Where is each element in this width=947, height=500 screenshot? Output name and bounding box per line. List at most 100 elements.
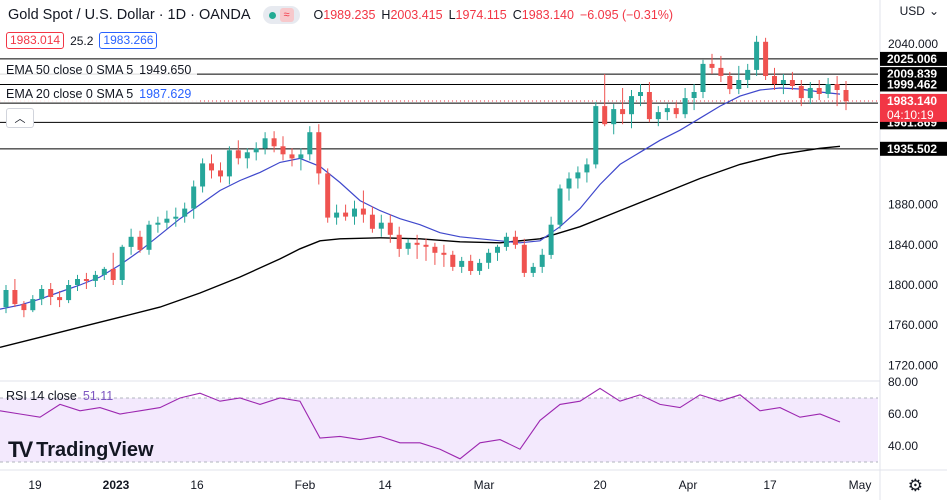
candle-body (423, 244, 429, 247)
time-tick-label: Feb (295, 478, 316, 492)
time-tick-label: Mar (474, 478, 495, 492)
candle-body (369, 214, 375, 229)
candle-body (396, 234, 402, 249)
level-tag-bg (880, 77, 947, 92)
candle-body (30, 299, 36, 311)
candle-body (325, 173, 331, 218)
candle-body (620, 109, 626, 115)
candle-body (343, 212, 349, 217)
candle-body (682, 98, 688, 115)
buy-button[interactable]: 1983.266 (99, 32, 158, 49)
wave-icon: ≈ (279, 8, 294, 22)
candle-body (298, 154, 304, 159)
level-tag-label: 1999.462 (887, 78, 937, 92)
level-tag-bg (880, 141, 947, 156)
trade-buttons: 1983.014 25.2 1983.266 (6, 32, 158, 49)
high-value: 2003.415 (390, 8, 443, 22)
symbol-title[interactable]: Gold Spot / U.S. Dollar · 1D · OANDA (8, 7, 251, 23)
candle-body (316, 132, 322, 174)
candle-body (218, 170, 223, 177)
candle-body (789, 80, 795, 86)
candle-body (164, 218, 170, 223)
rsi-legend[interactable]: RSI 14 close 51.11 (6, 389, 113, 403)
ema50-legend[interactable]: EMA 50 close 0 SMA 5 1949.650 (0, 62, 198, 78)
price-tick-label: 1880.000 (888, 198, 938, 212)
candle-body (39, 289, 45, 300)
candle-body (772, 76, 777, 84)
candle-body (816, 88, 822, 94)
ema50-line (0, 145, 841, 348)
candle-body (378, 222, 384, 229)
candle-body (307, 132, 313, 155)
candle-body (244, 152, 250, 159)
level-tag-bg (880, 51, 947, 66)
candle-body (593, 106, 599, 165)
candle-body (807, 88, 813, 99)
chart-header: Gold Spot / U.S. Dollar · 1D · OANDA ≈ O… (8, 6, 673, 24)
time-tick-label: 20 (593, 478, 607, 492)
candle-body (780, 80, 786, 84)
candle-body (360, 208, 366, 215)
candle-body (575, 172, 581, 179)
change-value: −6.095 (−0.31%) (579, 8, 674, 22)
candle-body (736, 80, 742, 89)
candle-body (566, 178, 572, 189)
rsi-value: 51.11 (82, 389, 114, 403)
candle-body (602, 106, 608, 125)
rsi-tick-label: 40.00 (888, 439, 918, 453)
candle-body (334, 212, 340, 218)
candle-body (271, 138, 277, 147)
logo-text: TradingView (36, 438, 154, 461)
currency-selector[interactable]: USD ⌄ (900, 4, 939, 18)
candle-body (557, 188, 563, 225)
candle-body (548, 224, 554, 255)
candle-body (128, 236, 134, 247)
rsi-label: RSI 14 close (6, 389, 77, 403)
collapse-legend-button[interactable]: ︿ (6, 108, 34, 128)
time-tick-label: 16 (190, 478, 204, 492)
rsi-line (0, 387, 841, 460)
sell-button[interactable]: 1983.014 (6, 32, 65, 49)
tradingview-logo[interactable]: TV TradingView (8, 437, 154, 463)
ema20-legend[interactable]: EMA 20 close 0 SMA 5 1987.629 (0, 86, 198, 102)
candle-body (709, 63, 715, 68)
candle-body (182, 208, 188, 217)
price-tick-label: 2040.000 (888, 37, 938, 51)
candle-body (414, 242, 420, 245)
candle-body (530, 266, 536, 273)
rsi-band (0, 398, 878, 462)
candle-body (638, 92, 643, 96)
candle-body (477, 262, 483, 271)
candle-body (584, 164, 590, 173)
market-status-pill[interactable]: ≈ (262, 6, 300, 24)
candle-body (727, 76, 733, 90)
candle-body (405, 242, 411, 249)
candle-body (432, 246, 438, 253)
candle-body (655, 112, 661, 120)
candle-body (57, 297, 63, 301)
time-tick-label: 17 (763, 478, 777, 492)
candle-body (691, 92, 697, 98)
candle-body (146, 224, 152, 250)
candle-body (191, 186, 197, 209)
candle-body (101, 268, 107, 275)
candle-body (92, 274, 98, 281)
candle-body (173, 216, 179, 219)
candle-body (646, 92, 652, 120)
price-tick-label: 1800.000 (888, 278, 938, 292)
gear-icon[interactable]: ⚙ (907, 476, 923, 495)
last-price-label: 1983.140 (887, 94, 937, 108)
candle-body (754, 41, 760, 70)
candle-body (798, 86, 804, 99)
candle-body (387, 222, 393, 235)
candle-body (209, 163, 214, 171)
candle-body (352, 208, 357, 217)
countdown-label: 04:10:19 (887, 108, 934, 122)
candle-body (226, 150, 232, 177)
candle-body (486, 252, 492, 263)
candle-body (262, 138, 268, 149)
level-tag-label: 1935.502 (887, 142, 937, 156)
candle-body (21, 304, 27, 311)
candle-body (763, 41, 769, 76)
